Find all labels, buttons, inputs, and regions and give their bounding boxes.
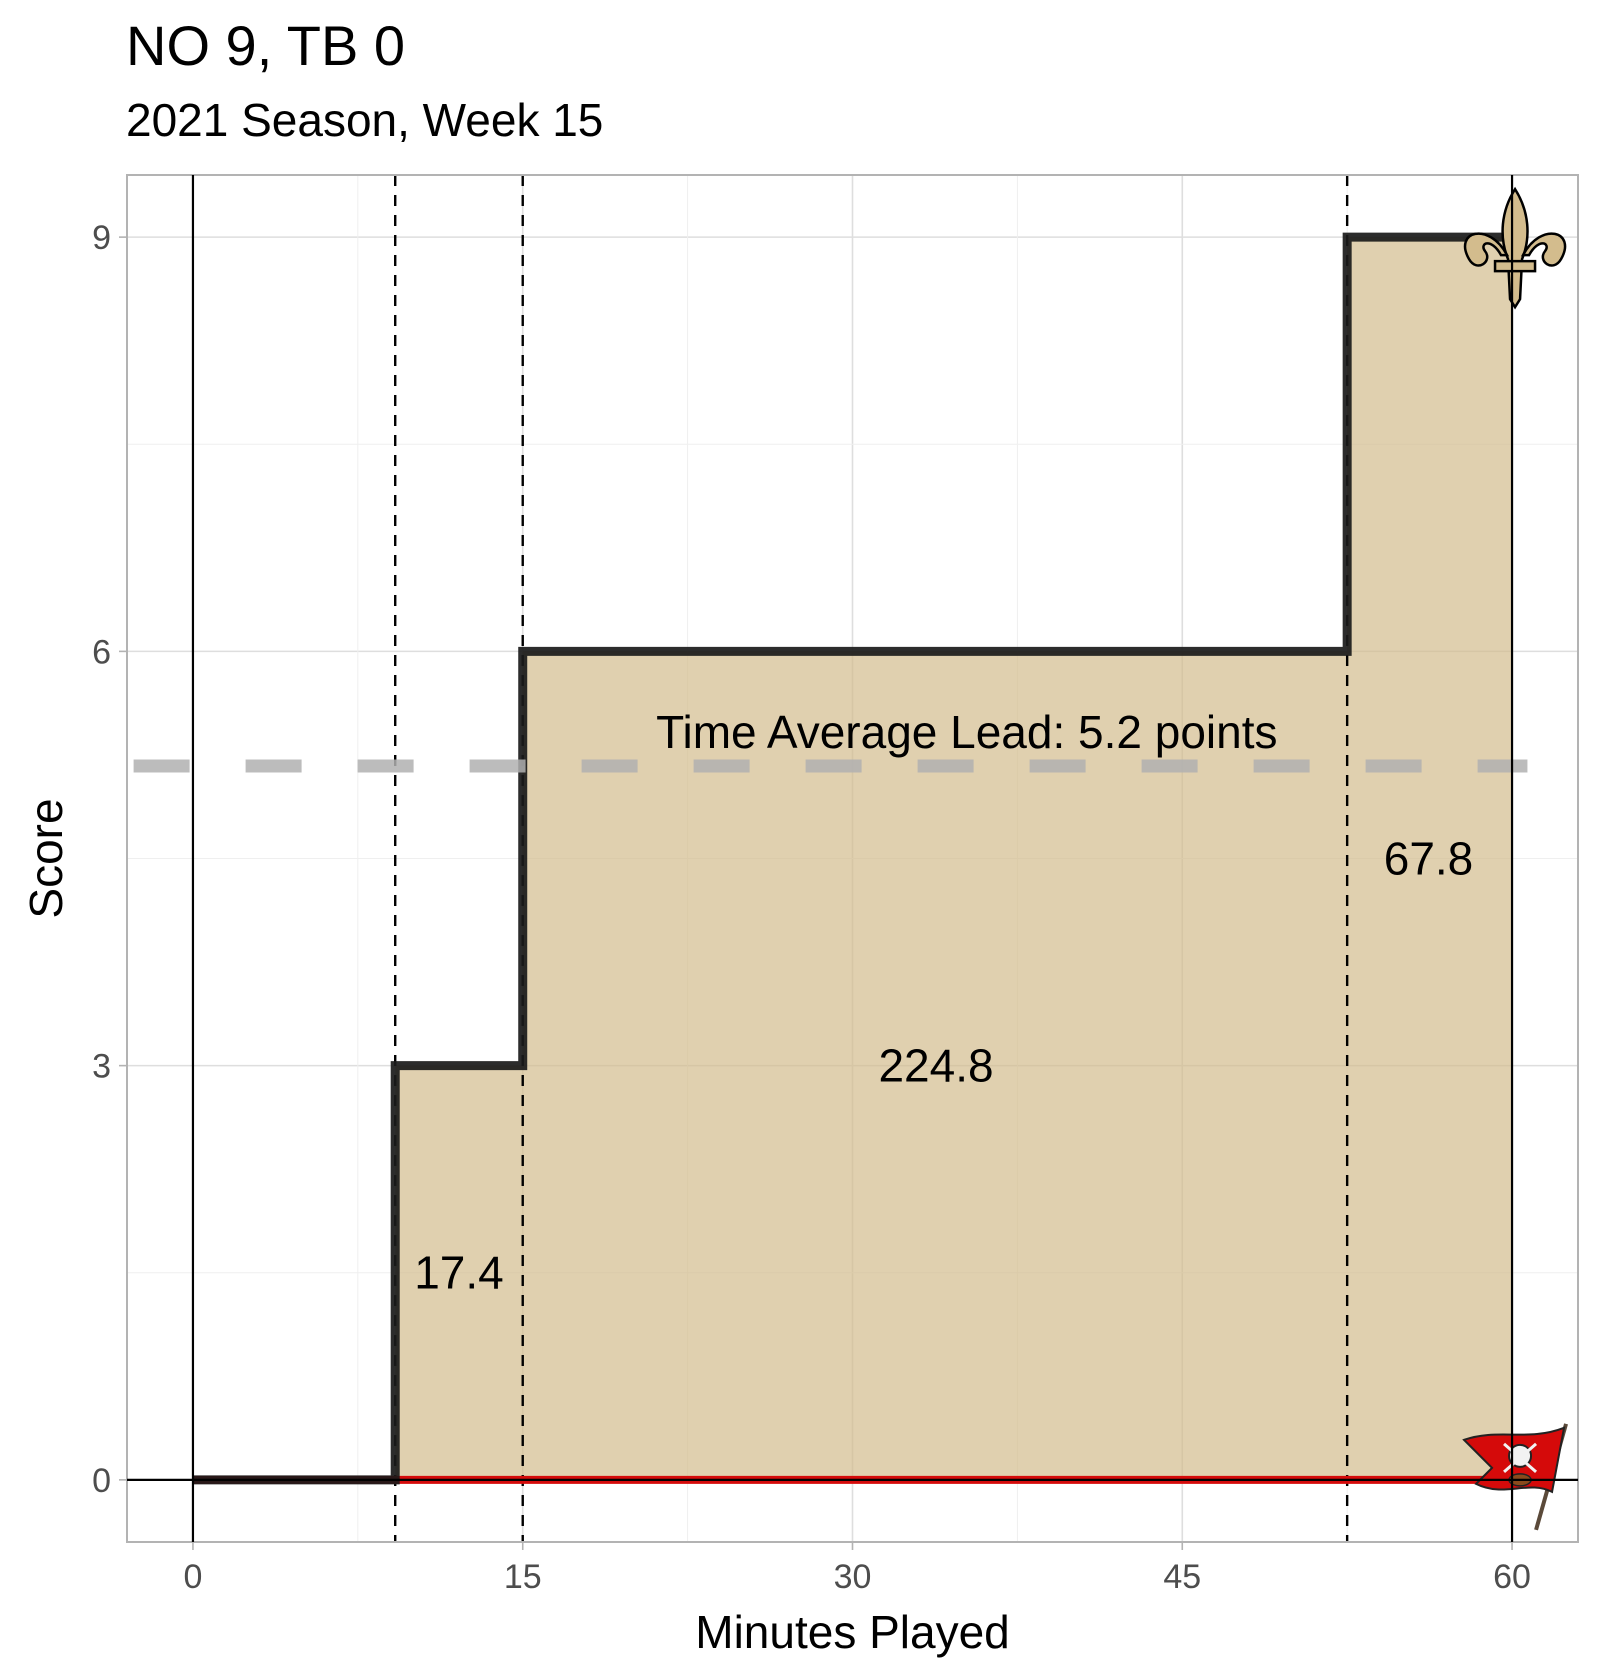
fleur-center-petal xyxy=(1501,186,1529,310)
fleur-left-petal xyxy=(1463,232,1510,267)
x-tick-label: 0 xyxy=(183,1558,202,1596)
y-tick-label: 9 xyxy=(92,219,111,257)
x-tick-label: 15 xyxy=(504,1558,542,1596)
area-label: 17.4 xyxy=(414,1247,504,1299)
lead-area xyxy=(192,237,1513,1480)
average-lead: Time Average Lead: 5.2 points xyxy=(133,706,1528,773)
team-logos xyxy=(1462,186,1568,1531)
x-tick-label: 45 xyxy=(1163,1558,1201,1596)
fleur-right-petal xyxy=(1520,232,1567,267)
chart-subtitle: 2021 Season, Week 15 xyxy=(126,94,604,146)
y-tick-label: 6 xyxy=(92,633,111,671)
fleur-band xyxy=(1493,259,1537,273)
x-tick-label: 60 xyxy=(1493,1558,1531,1596)
chart-title: NO 9, TB 0 xyxy=(126,14,406,77)
x-axis-title: Minutes Played xyxy=(695,1606,1010,1658)
y-tick-label: 0 xyxy=(92,1462,111,1500)
series-line-no xyxy=(192,232,1513,1485)
area-labels: 17.4 224.8 67.8 xyxy=(414,833,1473,1299)
fleur-de-lis-icon xyxy=(1463,186,1567,310)
y-axis-title: Score xyxy=(20,798,72,918)
area-label: 224.8 xyxy=(878,1040,993,1092)
x-tick-label: 30 xyxy=(834,1558,872,1596)
axes: 0 15 30 45 60 0 3 6 9 Minutes Played Score xyxy=(20,174,1579,1658)
pirate-flag-icon xyxy=(1462,1423,1568,1531)
average-lead-label: Time Average Lead: 5.2 points xyxy=(656,706,1277,758)
area-label: 67.8 xyxy=(1384,833,1474,885)
y-tick-label: 3 xyxy=(92,1048,111,1086)
flag-crossbones xyxy=(1503,1442,1538,1473)
lead-area-fill xyxy=(192,237,1513,1480)
